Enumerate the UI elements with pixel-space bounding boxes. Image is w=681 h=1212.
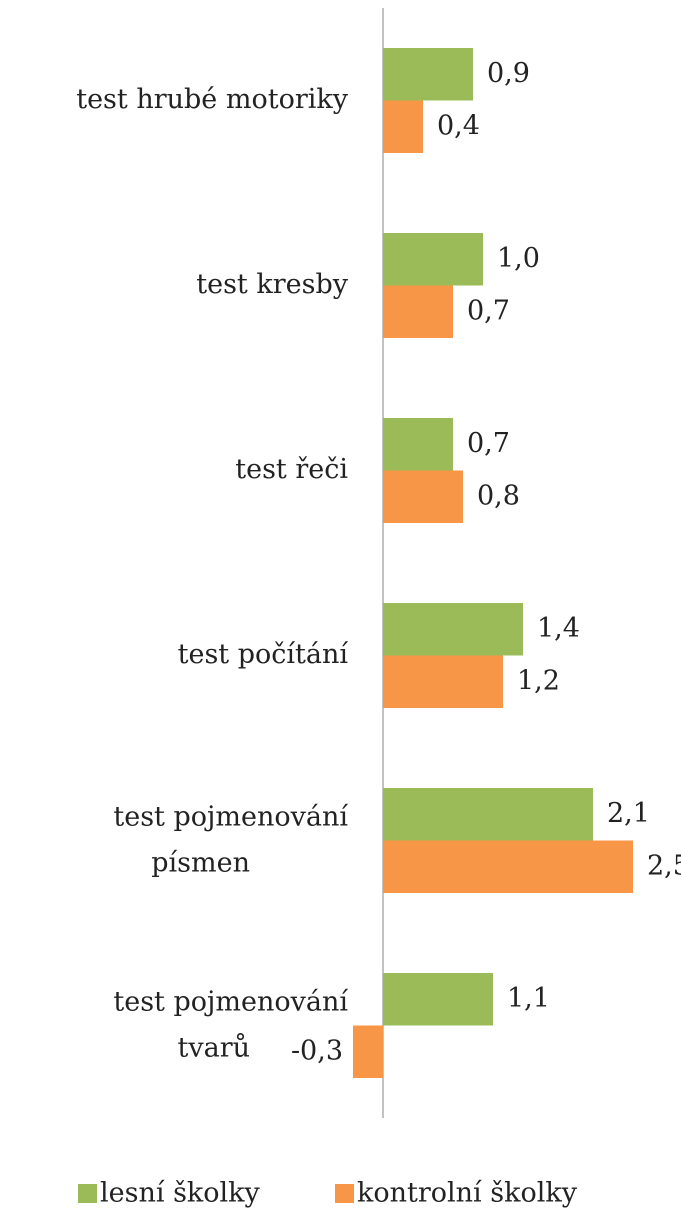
legend-label: lesní školky [100, 1178, 261, 1209]
value-label: 1,1 [507, 983, 550, 1014]
category-label: test pojmenování písmen [113, 801, 348, 878]
legend-label: kontrolní školky [357, 1178, 578, 1209]
value-label: 0,8 [477, 480, 520, 511]
category-label: test hrubé motoriky [76, 84, 349, 115]
category-label: test kresby [196, 269, 349, 300]
category-label: test pojmenování tvarů [113, 986, 348, 1063]
bar [383, 418, 453, 471]
value-label: -0,3 [291, 1035, 343, 1066]
legend-swatch [78, 1184, 97, 1203]
bar [383, 470, 463, 523]
legend-swatch [335, 1184, 354, 1203]
value-label: 2,5 [647, 850, 681, 881]
bar [383, 233, 483, 286]
value-label: 1,4 [537, 613, 580, 644]
bar [383, 603, 523, 656]
category-label: test počítání [178, 639, 349, 670]
value-label: 1,2 [517, 665, 560, 696]
bar [353, 1025, 383, 1078]
bar [383, 100, 423, 153]
value-label: 0,9 [487, 58, 530, 89]
bar [383, 655, 503, 708]
value-label: 1,0 [497, 243, 540, 274]
value-label: 0,7 [467, 295, 510, 326]
bar [383, 285, 453, 338]
category-label: test řeči [235, 454, 348, 485]
bar [383, 788, 593, 841]
value-label: 0,4 [437, 110, 480, 141]
value-label: 2,1 [607, 798, 650, 829]
bar [383, 840, 633, 893]
bar [383, 973, 493, 1026]
bar [383, 48, 473, 101]
value-label: 0,7 [467, 428, 510, 459]
